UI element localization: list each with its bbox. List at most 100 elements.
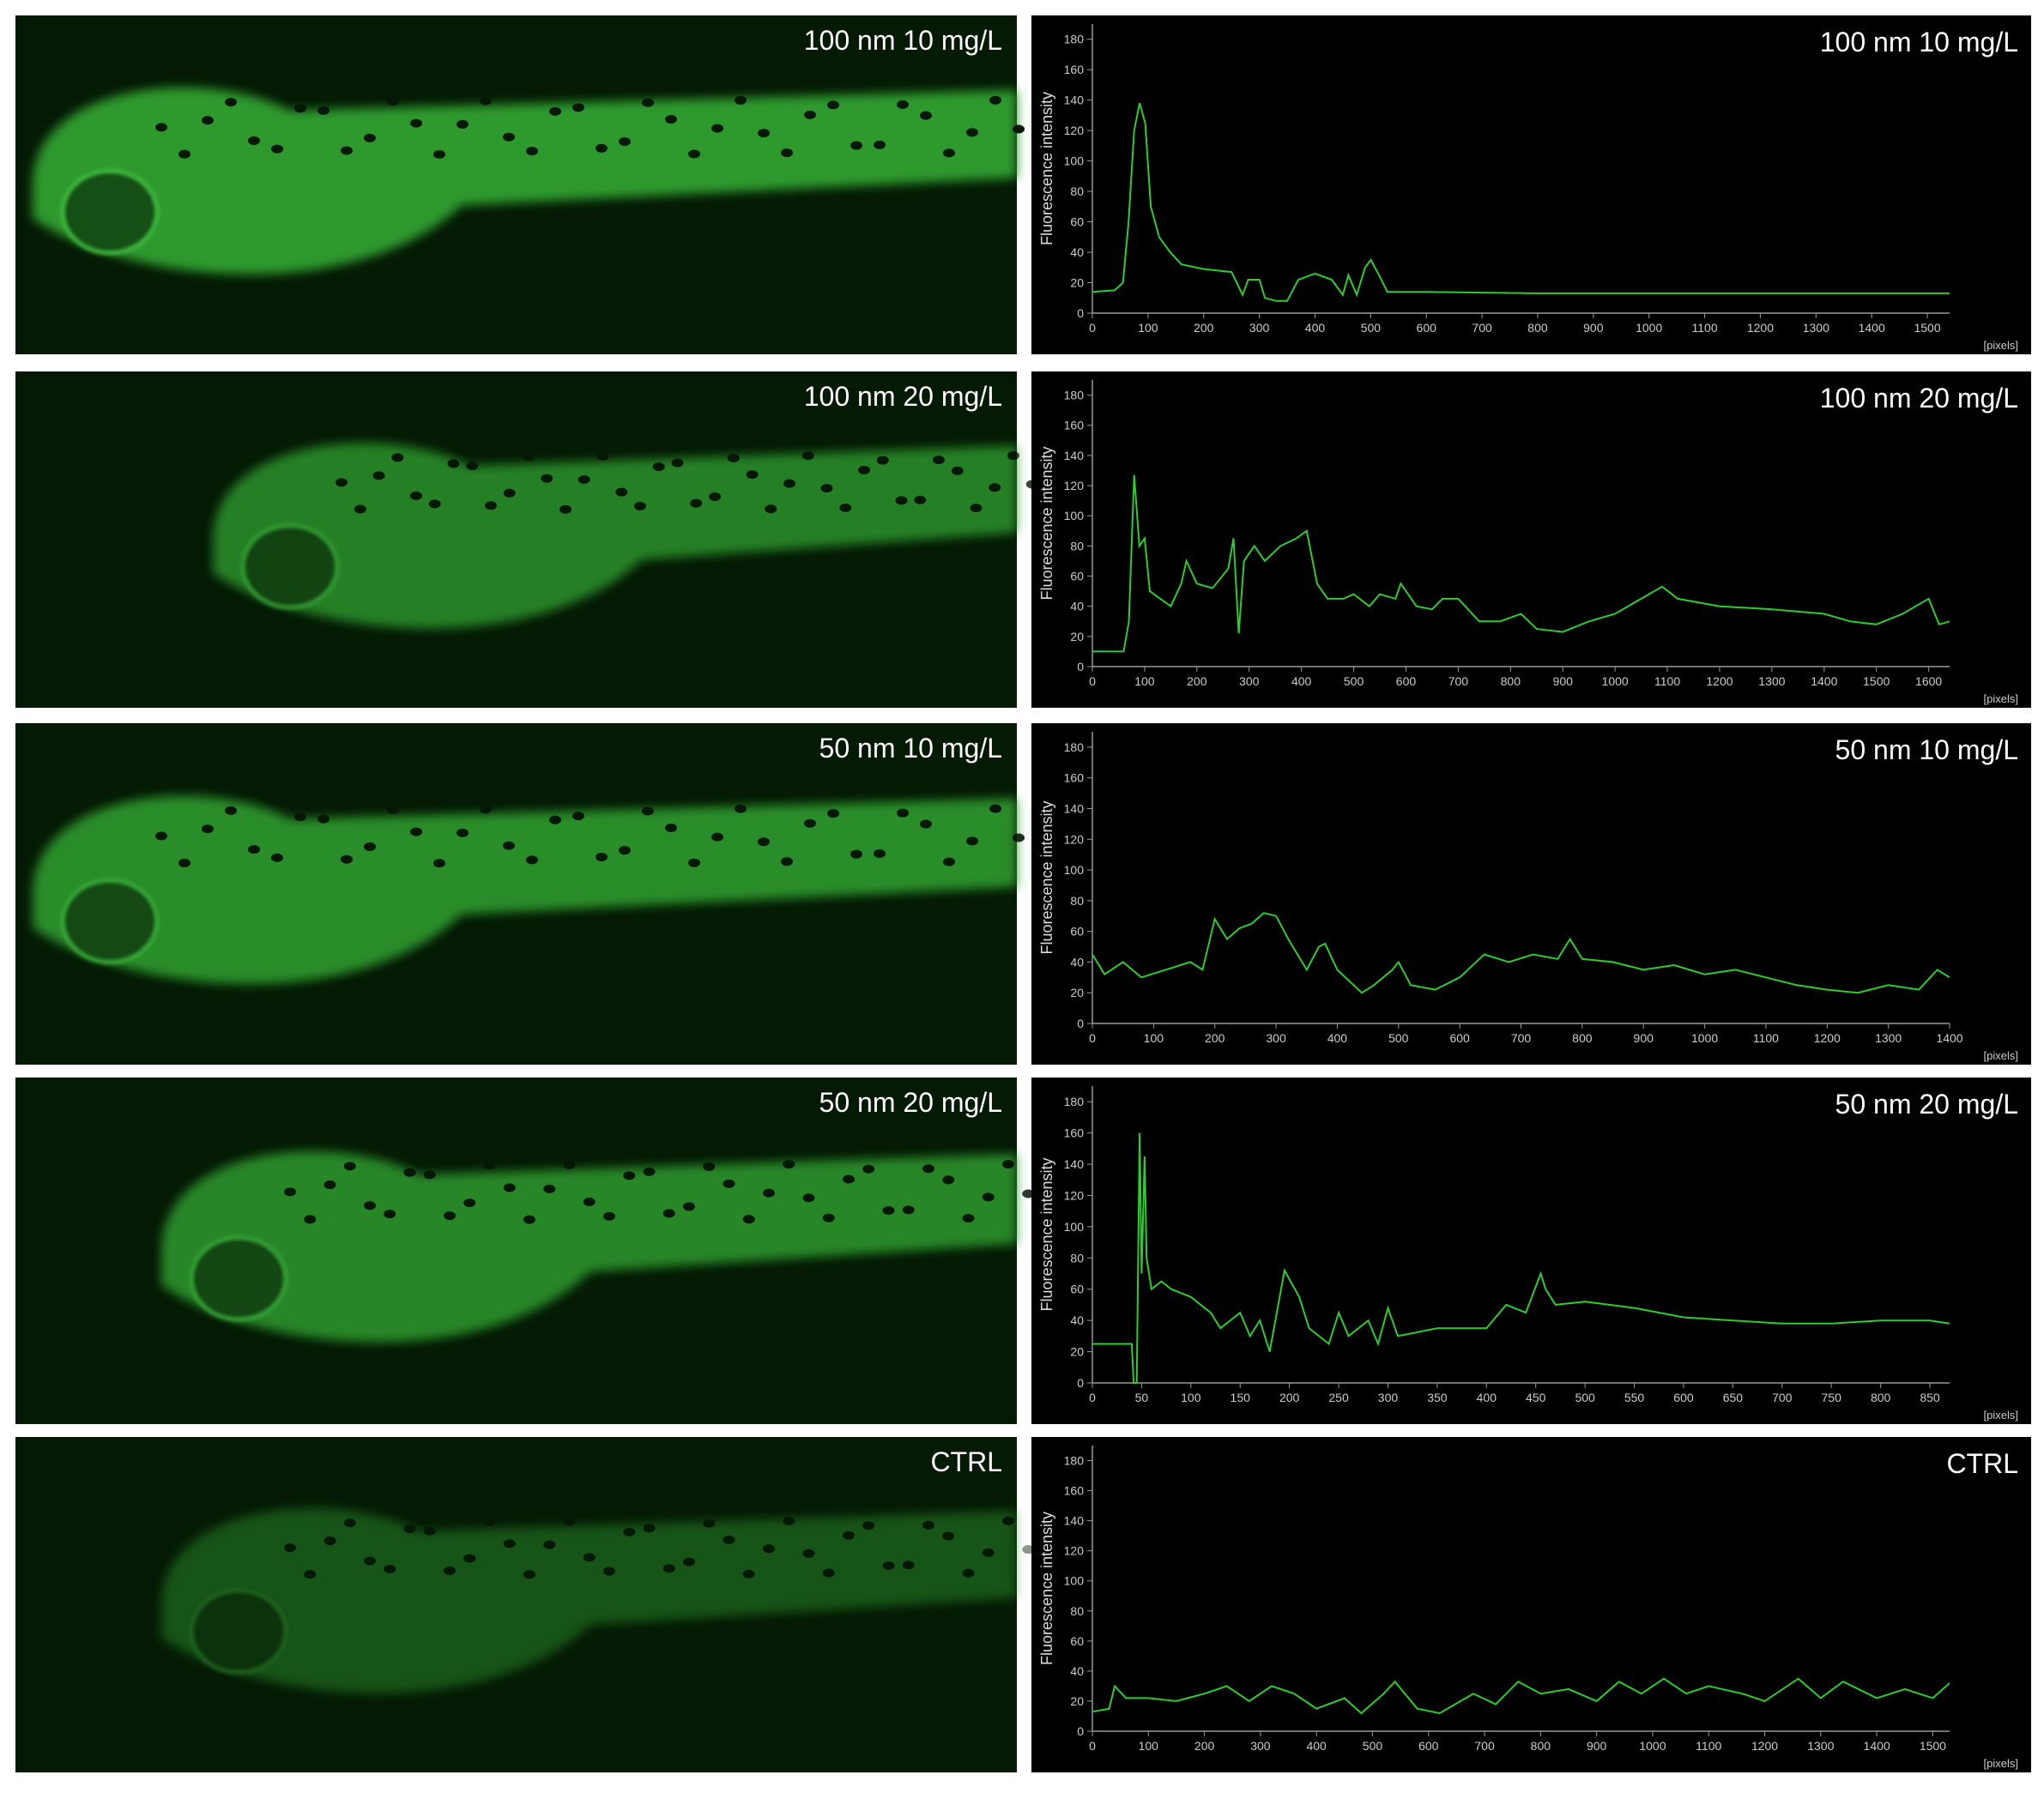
- pigment: [304, 1570, 317, 1579]
- pigment: [483, 1161, 496, 1170]
- pigment: [822, 1568, 835, 1578]
- y-tick-label: 40: [1070, 245, 1084, 259]
- intensity-line: [1092, 474, 1950, 653]
- pigment: [781, 857, 793, 866]
- pigment: [703, 1518, 716, 1528]
- pigment: [364, 1201, 376, 1210]
- pigment: [874, 140, 886, 149]
- pigment: [225, 98, 237, 107]
- intensity-line: [1092, 912, 1950, 994]
- pigment: [603, 1567, 615, 1576]
- x-tick-label: 1400: [1811, 674, 1837, 688]
- pigment: [341, 146, 353, 155]
- y-axis-label: Fluorescence intensity: [1038, 92, 1055, 245]
- x-tick-label: 1300: [1803, 321, 1829, 335]
- chart-title: 100 nm 20 mg/L: [1820, 383, 2018, 414]
- x-tick-label: 1300: [1758, 674, 1785, 688]
- pigment: [619, 846, 631, 855]
- x-tick-label: 100: [1139, 1739, 1159, 1753]
- y-tick-label: 0: [1077, 1376, 1084, 1390]
- x-tick-label: 800: [1871, 1391, 1891, 1404]
- pigment: [410, 827, 422, 836]
- image-label: 100 nm 10 mg/L: [804, 25, 1002, 56]
- pigment: [827, 809, 839, 818]
- pigment: [1002, 1516, 1014, 1525]
- pigment: [703, 1162, 716, 1171]
- x-tick-label: 0: [1089, 1739, 1096, 1753]
- y-axis-label: Fluorescence intensity: [1038, 446, 1055, 600]
- pigment: [483, 1517, 496, 1526]
- x-tick-label: 1200: [1814, 1031, 1841, 1045]
- y-tick-label: 40: [1070, 955, 1084, 969]
- y-tick-label: 20: [1070, 986, 1084, 999]
- pigment: [920, 111, 932, 120]
- fish: [161, 1508, 1074, 1693]
- x-tick-label: 0: [1089, 321, 1096, 335]
- x-tick-label: 600: [1449, 1031, 1470, 1045]
- x-tick-label: 1200: [1747, 321, 1774, 335]
- pigment: [336, 478, 348, 487]
- pigment: [563, 1160, 576, 1169]
- x-tick-label: 1500: [1920, 1739, 1946, 1753]
- x-axis-label: [pixels]: [1984, 1757, 2018, 1770]
- pigment: [709, 492, 721, 501]
- pigment: [248, 845, 260, 854]
- x-tick-label: 900: [1587, 1739, 1607, 1753]
- fish-body: [213, 443, 1017, 629]
- y-tick-label: 160: [1064, 63, 1085, 76]
- pigment: [783, 1160, 795, 1169]
- x-tick-label: 250: [1328, 1391, 1349, 1404]
- pigment: [526, 855, 538, 865]
- x-tick-label: 900: [1583, 321, 1604, 335]
- x-tick-label: 300: [1239, 674, 1260, 688]
- pigment: [572, 812, 584, 821]
- x-axis-label: [pixels]: [1984, 692, 2018, 705]
- pigment: [549, 106, 561, 116]
- x-tick-label: 100: [1181, 1391, 1201, 1404]
- pigment: [178, 858, 190, 867]
- x-tick-label: 200: [1194, 321, 1214, 335]
- pigment: [723, 1535, 735, 1544]
- pigment: [543, 1184, 556, 1193]
- y-tick-label: 120: [1064, 832, 1085, 846]
- y-tick-label: 180: [1064, 389, 1085, 402]
- pigment: [324, 1180, 336, 1190]
- pigment: [920, 819, 932, 829]
- y-tick-label: 100: [1064, 1220, 1085, 1234]
- pigment: [804, 818, 816, 828]
- pigment: [742, 1215, 755, 1224]
- pigment: [155, 831, 167, 841]
- pigment: [1013, 833, 1025, 842]
- x-tick-label: 600: [1396, 674, 1417, 688]
- pigment: [294, 812, 306, 822]
- pigment: [933, 456, 945, 465]
- chart-background: [1031, 15, 2031, 354]
- pigment: [541, 474, 553, 483]
- pigment: [665, 115, 677, 124]
- pigment: [765, 504, 777, 514]
- y-tick-label: 60: [1070, 215, 1084, 229]
- pigment: [317, 814, 330, 824]
- x-tick-label: 1400: [1936, 1031, 1962, 1045]
- y-axis-label: Fluorescence intensity: [1038, 1157, 1055, 1311]
- x-tick-label: 350: [1427, 1391, 1448, 1404]
- pigment: [596, 143, 608, 153]
- pigment: [463, 1198, 476, 1208]
- x-tick-label: 400: [1291, 674, 1312, 688]
- pigment: [802, 1193, 815, 1203]
- y-tick-label: 100: [1064, 154, 1085, 168]
- chart-panel: 0 20 40 60 80 100 120 140 160 180 0 100 200 300 400 500…: [1031, 15, 2031, 354]
- pigment: [503, 488, 516, 498]
- pigment: [364, 133, 376, 142]
- x-tick-label: 600: [1417, 321, 1437, 335]
- pigment: [202, 116, 214, 125]
- pigment: [341, 854, 353, 864]
- pigment: [578, 474, 590, 484]
- y-tick-label: 100: [1064, 509, 1085, 522]
- x-tick-label: 150: [1231, 1391, 1251, 1404]
- pigment: [943, 857, 955, 866]
- y-tick-label: 140: [1064, 1157, 1085, 1171]
- pigment: [723, 1179, 735, 1188]
- y-tick-label: 180: [1064, 740, 1085, 754]
